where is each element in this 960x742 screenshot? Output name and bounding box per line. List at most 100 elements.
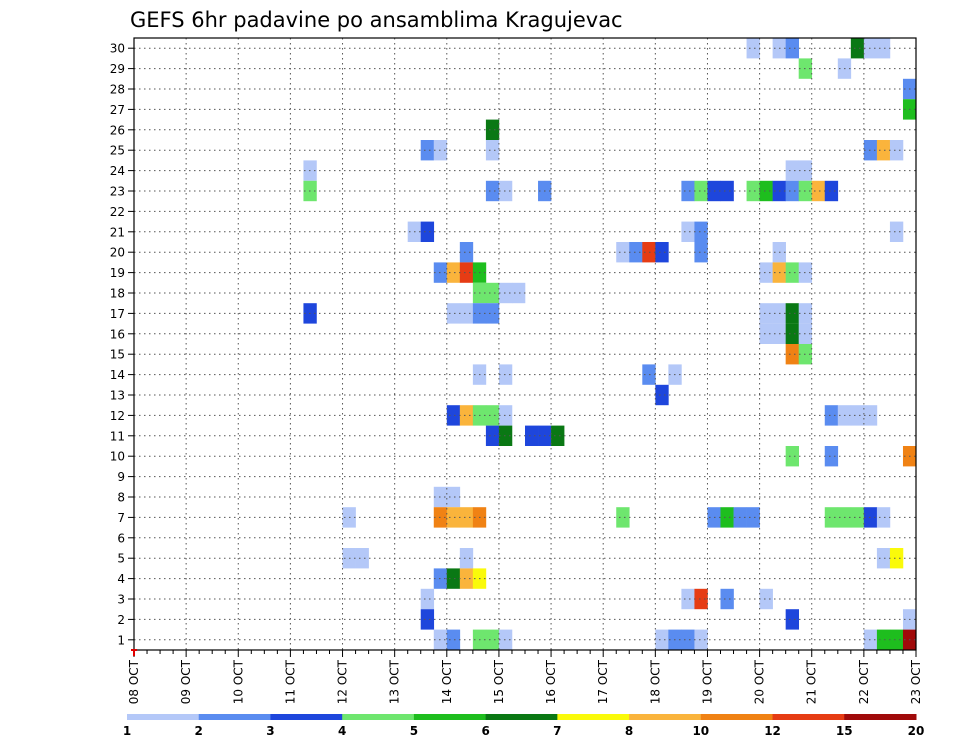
heatmap-cell bbox=[824, 180, 839, 202]
heatmap-cell bbox=[785, 262, 799, 283]
heatmap-cell bbox=[655, 384, 669, 406]
heatmap-cell bbox=[863, 405, 878, 426]
heatmap-cell bbox=[863, 507, 878, 528]
y-tick-label: 26 bbox=[110, 123, 125, 137]
y-tick-label: 19 bbox=[110, 266, 125, 280]
grid-lines bbox=[134, 38, 916, 650]
heatmap-cell bbox=[551, 425, 565, 446]
legend-level-label: 20 bbox=[908, 724, 925, 738]
heatmap-cell bbox=[420, 588, 435, 610]
heatmap-cell bbox=[811, 180, 826, 202]
y-tick-label: 28 bbox=[110, 83, 125, 97]
heatmap-cell bbox=[446, 629, 461, 650]
heatmap-cell bbox=[785, 446, 799, 467]
heatmap-cell bbox=[459, 405, 474, 426]
heatmap-cell bbox=[459, 548, 474, 569]
y-tick-label: 4 bbox=[117, 572, 125, 586]
color-legend: 1 2 3 4 5 6 7 8 10 12 15 20 bbox=[123, 714, 925, 738]
y-tick-label: 1 bbox=[117, 633, 125, 647]
y-tick-label: 16 bbox=[110, 327, 125, 341]
x-tick-label: 08 OCT bbox=[127, 659, 141, 704]
x-tick-label: 17 OCT bbox=[596, 659, 610, 704]
heatmap-cell bbox=[459, 262, 474, 283]
heatmap-cell bbox=[681, 180, 695, 202]
y-tick-label: 21 bbox=[110, 225, 125, 239]
legend-level-label: 5 bbox=[410, 724, 418, 738]
heatmap-cell bbox=[616, 242, 630, 263]
heatmap-cell bbox=[681, 221, 695, 242]
legend-color-segment bbox=[413, 714, 487, 720]
x-tick-label: 10 OCT bbox=[231, 659, 245, 704]
x-tick-label: 09 OCT bbox=[179, 659, 193, 704]
y-tick-label: 20 bbox=[110, 246, 125, 260]
heatmap-cell bbox=[785, 180, 799, 202]
heatmap-cell bbox=[420, 221, 435, 242]
heatmap-cell bbox=[642, 242, 656, 263]
legend-color-segment bbox=[844, 714, 917, 720]
heatmap-cell bbox=[485, 119, 500, 140]
y-tick-label: 9 bbox=[117, 470, 125, 484]
heatmap-cell bbox=[694, 180, 708, 202]
heatmap-cell bbox=[420, 609, 435, 630]
legend-level-label: 3 bbox=[266, 724, 274, 738]
heatmap-cell bbox=[485, 180, 500, 202]
x-tick-label: 22 OCT bbox=[857, 659, 871, 704]
heatmap-cell bbox=[459, 242, 474, 263]
heatmap-cell bbox=[485, 140, 500, 161]
y-tick-label: 24 bbox=[110, 164, 125, 178]
chart-title: GEFS 6hr padavine po ansamblima Kragujev… bbox=[130, 8, 623, 32]
axis-ticks: 1234567891011121314151617181920212223242… bbox=[110, 42, 923, 705]
y-tick-label: 17 bbox=[110, 307, 125, 321]
heatmap-cell bbox=[498, 282, 513, 304]
heatmap-cell bbox=[863, 140, 878, 161]
heatmap-cell bbox=[642, 364, 656, 385]
heatmap-cell bbox=[446, 568, 461, 589]
legend-level-label: 7 bbox=[553, 724, 561, 738]
heatmap-cell bbox=[498, 629, 513, 650]
heatmap-cell bbox=[889, 629, 904, 650]
y-tick-label: 6 bbox=[117, 531, 125, 545]
heatmap-cell bbox=[850, 405, 865, 426]
y-tick-label: 29 bbox=[110, 62, 125, 76]
heatmap-cell bbox=[889, 548, 904, 569]
heatmap-cell bbox=[694, 221, 708, 242]
heatmap-cell bbox=[446, 262, 461, 283]
heatmap-cell bbox=[694, 242, 708, 263]
heatmap-cell bbox=[746, 180, 760, 202]
heatmap-cell bbox=[485, 282, 500, 304]
heatmap-cell bbox=[694, 588, 708, 610]
heatmap-cell bbox=[889, 140, 904, 161]
y-tick-label: 14 bbox=[110, 368, 125, 382]
y-tick-label: 13 bbox=[110, 389, 125, 403]
heatmap-cell bbox=[681, 588, 695, 610]
x-tick-label: 21 OCT bbox=[805, 659, 819, 704]
legend-color-segment bbox=[700, 714, 774, 720]
heatmap-cell bbox=[446, 303, 461, 324]
heatmap-cell bbox=[681, 629, 695, 650]
heatmap-cell bbox=[824, 446, 839, 467]
legend-color-segment bbox=[342, 714, 415, 720]
heatmap-cell bbox=[498, 364, 513, 385]
x-tick-label: 19 OCT bbox=[700, 659, 714, 704]
y-tick-label: 23 bbox=[110, 185, 125, 199]
legend-color-segment bbox=[772, 714, 845, 720]
legend-level-label: 6 bbox=[481, 724, 489, 738]
y-tick-label: 27 bbox=[110, 103, 125, 117]
y-tick-label: 18 bbox=[110, 287, 125, 301]
heatmap-cell bbox=[525, 425, 539, 446]
x-tick-label: 13 OCT bbox=[388, 659, 402, 704]
x-tick-label: 20 OCT bbox=[753, 659, 767, 704]
heatmap-cell bbox=[511, 282, 526, 304]
legend-level-label: 4 bbox=[338, 724, 346, 738]
legend-color-segment bbox=[127, 714, 200, 720]
heatmap-cell bbox=[824, 405, 839, 426]
heatmap-cell bbox=[759, 303, 773, 324]
heatmap-cell bbox=[746, 38, 760, 59]
heatmap-cell bbox=[759, 323, 773, 344]
y-tick-label: 11 bbox=[110, 429, 125, 443]
heatmap-cell bbox=[485, 629, 500, 650]
legend-level-label: 2 bbox=[195, 724, 203, 738]
heatmap-cell bbox=[655, 629, 669, 650]
heatmap-cell bbox=[785, 609, 799, 630]
